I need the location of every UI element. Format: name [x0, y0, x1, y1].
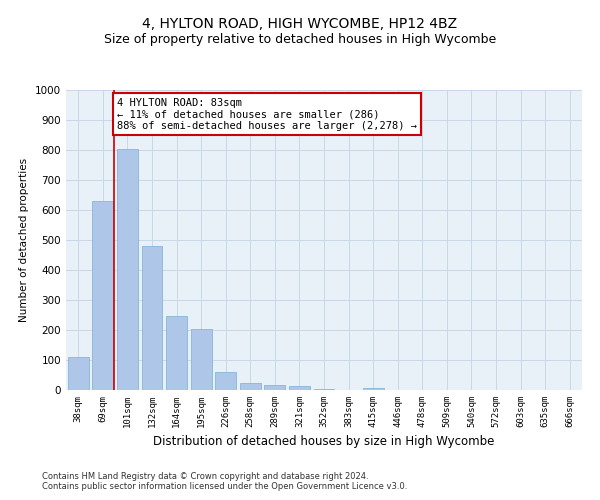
Y-axis label: Number of detached properties: Number of detached properties	[19, 158, 29, 322]
Bar	[191, 328, 212, 390]
Bar	[240, 382, 261, 390]
Text: Contains public sector information licensed under the Open Government Licence v3: Contains public sector information licen…	[42, 482, 407, 491]
X-axis label: Distribution of detached houses by size in High Wycombe: Distribution of detached houses by size …	[154, 436, 494, 448]
Bar	[362, 388, 383, 390]
Bar	[289, 386, 310, 390]
Bar	[142, 246, 163, 390]
Bar	[166, 316, 187, 390]
Text: 4 HYLTON ROAD: 83sqm
← 11% of detached houses are smaller (286)
88% of semi-deta: 4 HYLTON ROAD: 83sqm ← 11% of detached h…	[117, 98, 417, 130]
Bar	[265, 385, 286, 390]
Text: 4, HYLTON ROAD, HIGH WYCOMBE, HP12 4BZ: 4, HYLTON ROAD, HIGH WYCOMBE, HP12 4BZ	[142, 18, 458, 32]
Bar	[215, 372, 236, 390]
Bar	[68, 357, 89, 390]
Text: Size of property relative to detached houses in High Wycombe: Size of property relative to detached ho…	[104, 32, 496, 46]
Text: Contains HM Land Registry data © Crown copyright and database right 2024.: Contains HM Land Registry data © Crown c…	[42, 472, 368, 481]
Bar	[92, 201, 113, 390]
Bar	[117, 148, 138, 390]
Bar	[314, 388, 334, 390]
